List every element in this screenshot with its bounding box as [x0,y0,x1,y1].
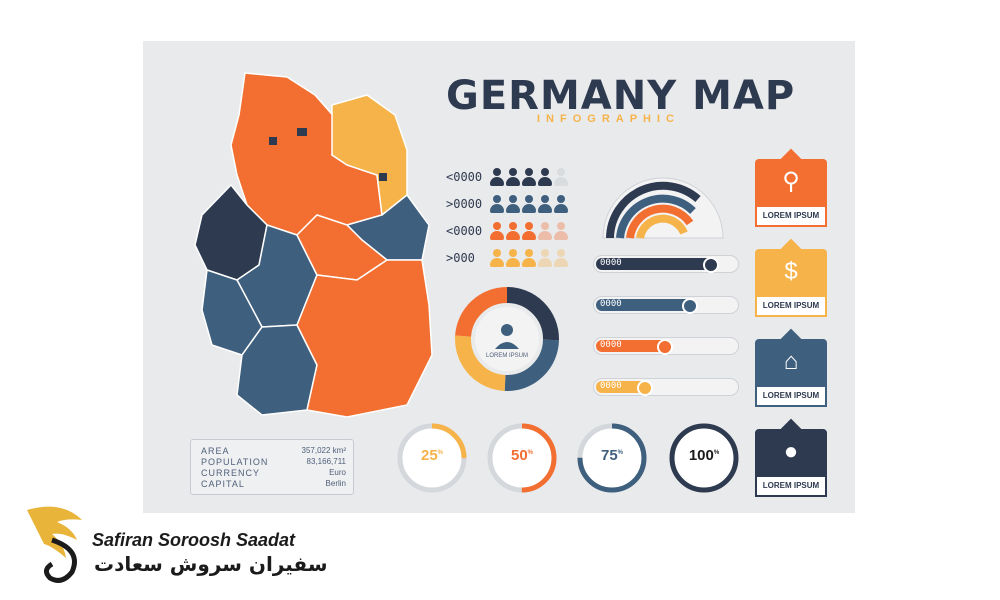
person-icon [506,249,520,267]
population-row: <0000 [446,221,568,241]
person-icon [522,222,536,240]
progress-bar-knob [637,380,653,396]
person-icon [522,249,536,267]
person-icon [506,168,520,186]
person-icon [522,168,536,186]
progress-bar-label: 0000 [600,381,622,391]
person-icon [538,222,552,240]
infographic-title: GERMANY MAP [446,73,796,119]
percent-ring [669,423,739,493]
info-box: AREA 357,022 km² POPULATION 83,166,711 CUR… [190,439,354,495]
population-label: POPULATION [201,457,269,467]
percent-ring-arc [669,423,739,493]
population-row-label: <0000 [446,170,483,184]
info-card: ● LOREM IPSUM [755,418,827,497]
person-icon [538,249,552,267]
person-icon [554,222,568,240]
percent-ring-arc [487,423,557,493]
percent-ring-label: 25% [420,447,444,464]
percent-ring-label: 50% [510,447,534,464]
semicircle-gauge [602,177,724,239]
person-icon [490,222,504,240]
donut-label: LOREM IPSUM [485,353,528,359]
gauge-arc-yellow [636,214,688,239]
infographic-panel: GERMANY MAP INFOGRAPHIC <0000 >0000 <0000 >… [143,41,855,513]
percent-ring-label: 100% [688,447,720,464]
brand-name-en: Safiran Soroosh Saadat [92,530,296,550]
user-icon: ● [783,438,799,465]
donut-chart [455,287,559,391]
info-card-label: LOREM IPSUM [755,385,827,407]
progress-bar: 0000 [593,337,739,355]
percent-ring-label: 75% [600,447,624,464]
progress-bar: 0000 [593,296,739,314]
population-row: >0000 [446,194,568,214]
percent-ring [487,423,557,493]
map-region-bremen [269,137,277,145]
progress-bar-knob [682,298,698,314]
currency-label: CURRENCY [201,468,261,478]
location-pin-icon: ⚲ [782,168,800,195]
person-icon [522,195,536,213]
dollar-icon: $ [784,258,798,285]
gauge-arc-orange [626,204,694,239]
germany-map [194,72,433,418]
population-row-label: <0000 [446,224,483,238]
progress-bar-fill [596,258,715,270]
population-row-label: >0000 [446,197,483,211]
person-icon [506,222,520,240]
person-icon [490,168,504,186]
person-icon [554,195,568,213]
person-icon [538,195,552,213]
percent-ring [577,423,647,493]
person-icon [554,168,568,186]
map-region-berlin [379,173,387,181]
infographic-subtitle: INFOGRAPHIC [537,113,680,125]
progress-bar-knob [703,257,719,273]
progress-bar-label: 0000 [600,340,622,350]
population-row: >000 [446,248,568,268]
gauge-arc-navy [606,181,701,239]
person-icon [490,195,504,213]
capital-value: Berlin [325,479,346,488]
area-value: 357,022 km² [301,446,346,455]
map-region-bavaria [296,259,433,418]
progress-bar-fill [596,381,649,393]
progress-bar-label: 0000 [600,258,622,268]
percent-ring [397,423,467,493]
info-card: ⚲ LOREM IPSUM [755,148,827,227]
map-region-hamburg [297,128,307,136]
capital-label: CAPITAL [201,479,245,489]
person-icon [554,249,568,267]
percent-ring-arc [397,423,467,493]
home-icon: ⌂ [783,348,799,375]
wings-logo-icon [27,506,82,583]
person-icon [538,168,552,186]
info-card-label: LOREM IPSUM [755,295,827,317]
area-label: AREA [201,446,230,456]
gauge-arc-steel [616,194,696,239]
info-card-label: LOREM IPSUM [755,205,827,227]
progress-bar: 0000 [593,378,739,396]
population-row: <0000 [446,167,568,187]
brand-logo: Safiran Soroosh Saadat سفیران سروش سعادت [22,500,328,590]
info-card: ⌂ LOREM IPSUM [755,328,827,407]
progress-bar-knob [657,339,673,355]
person-icon [490,249,504,267]
progress-bar-fill [596,299,694,311]
person-icon [506,195,520,213]
population-value: 83,166,711 [306,457,346,466]
percent-ring-arc [577,423,647,493]
brand-name-fa: سفیران سروش سعادت [94,552,328,576]
progress-bar-label: 0000 [600,299,622,309]
info-card: $ LOREM IPSUM [755,238,827,317]
info-card-label: LOREM IPSUM [755,475,827,497]
currency-value: Euro [329,468,346,477]
progress-bar-fill [596,340,669,352]
progress-bar: 0000 [593,255,739,273]
population-row-label: >000 [446,251,475,265]
